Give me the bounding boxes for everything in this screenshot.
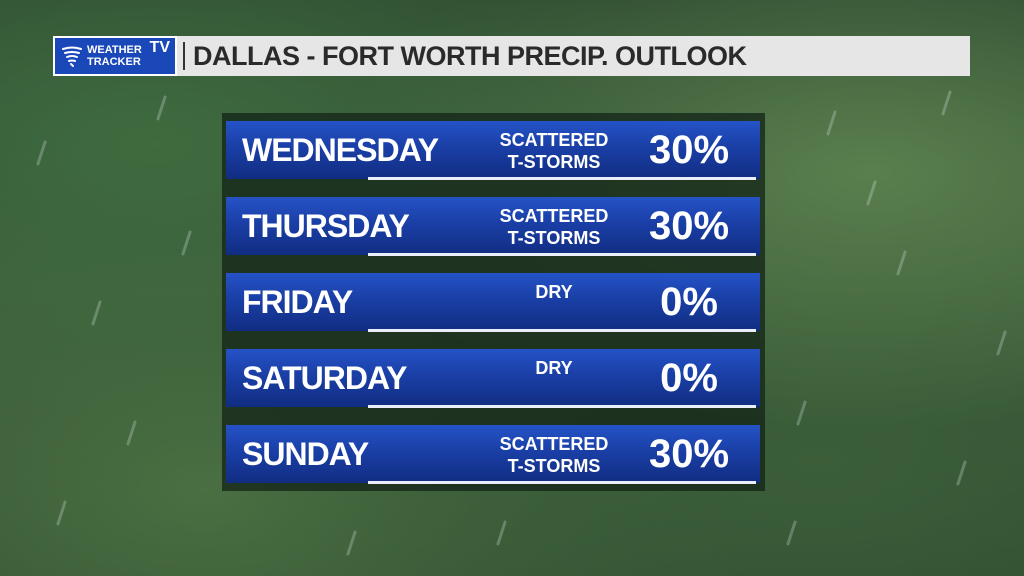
- logo-line2: TRACKER: [87, 56, 141, 68]
- condition-label: DRY: [474, 281, 634, 303]
- row-underline: [368, 177, 756, 180]
- row-underline: [368, 253, 756, 256]
- forecast-row: SUNDAY SCATTERED T-STORMS 30%: [226, 425, 760, 484]
- precip-chance: 30%: [648, 431, 730, 476]
- day-label: SATURDAY: [242, 359, 407, 396]
- row-underline: [368, 329, 756, 332]
- condition-line2: T-STORMS: [507, 456, 601, 476]
- condition-line2: T-STORMS: [507, 152, 601, 172]
- station-logo: WEATHER TRACKER TV: [53, 36, 177, 76]
- condition-line2: T-STORMS: [507, 228, 601, 248]
- precip-chance: 0%: [660, 355, 718, 400]
- row-underline: [368, 481, 756, 484]
- day-label: WEDNESDAY: [242, 131, 439, 168]
- forecast-row: THURSDAY SCATTERED T-STORMS 30%: [226, 197, 760, 256]
- day-label: FRIDAY: [242, 283, 353, 320]
- condition-line1: DRY: [535, 282, 573, 302]
- precip-chance: 30%: [648, 203, 730, 248]
- condition-label: SCATTERED T-STORMS: [474, 433, 634, 477]
- title-divider: [183, 42, 185, 70]
- day-label: THURSDAY: [242, 207, 410, 244]
- row-underline: [368, 405, 756, 408]
- condition-label: SCATTERED T-STORMS: [474, 205, 634, 249]
- precip-chance: 30%: [648, 127, 730, 172]
- forecast-row: FRIDAY DRY 0%: [226, 273, 760, 332]
- precip-chance: 0%: [660, 279, 718, 324]
- condition-line1: DRY: [535, 358, 573, 378]
- forecast-row: SATURDAY DRY 0%: [226, 349, 760, 408]
- forecast-row: WEDNESDAY SCATTERED T-STORMS 30%: [226, 121, 760, 180]
- logo-badge: TV: [149, 39, 170, 56]
- day-label: SUNDAY: [242, 435, 369, 472]
- page-title: DALLAS - FORT WORTH PRECIP. OUTLOOK: [193, 40, 747, 71]
- logo-line1: WEATHER: [87, 44, 142, 56]
- condition-line1: SCATTERED: [499, 206, 609, 226]
- condition-line1: SCATTERED: [499, 130, 609, 150]
- condition-label: SCATTERED T-STORMS: [474, 129, 634, 173]
- title-bar: WEATHER TRACKER TV DALLAS - FORT WORTH P…: [53, 36, 970, 76]
- condition-label: DRY: [474, 357, 634, 379]
- tornado-icon: [60, 44, 84, 68]
- condition-line1: SCATTERED: [499, 434, 609, 454]
- forecast-panel: WEDNESDAY SCATTERED T-STORMS 30% THURSDA…: [222, 113, 765, 491]
